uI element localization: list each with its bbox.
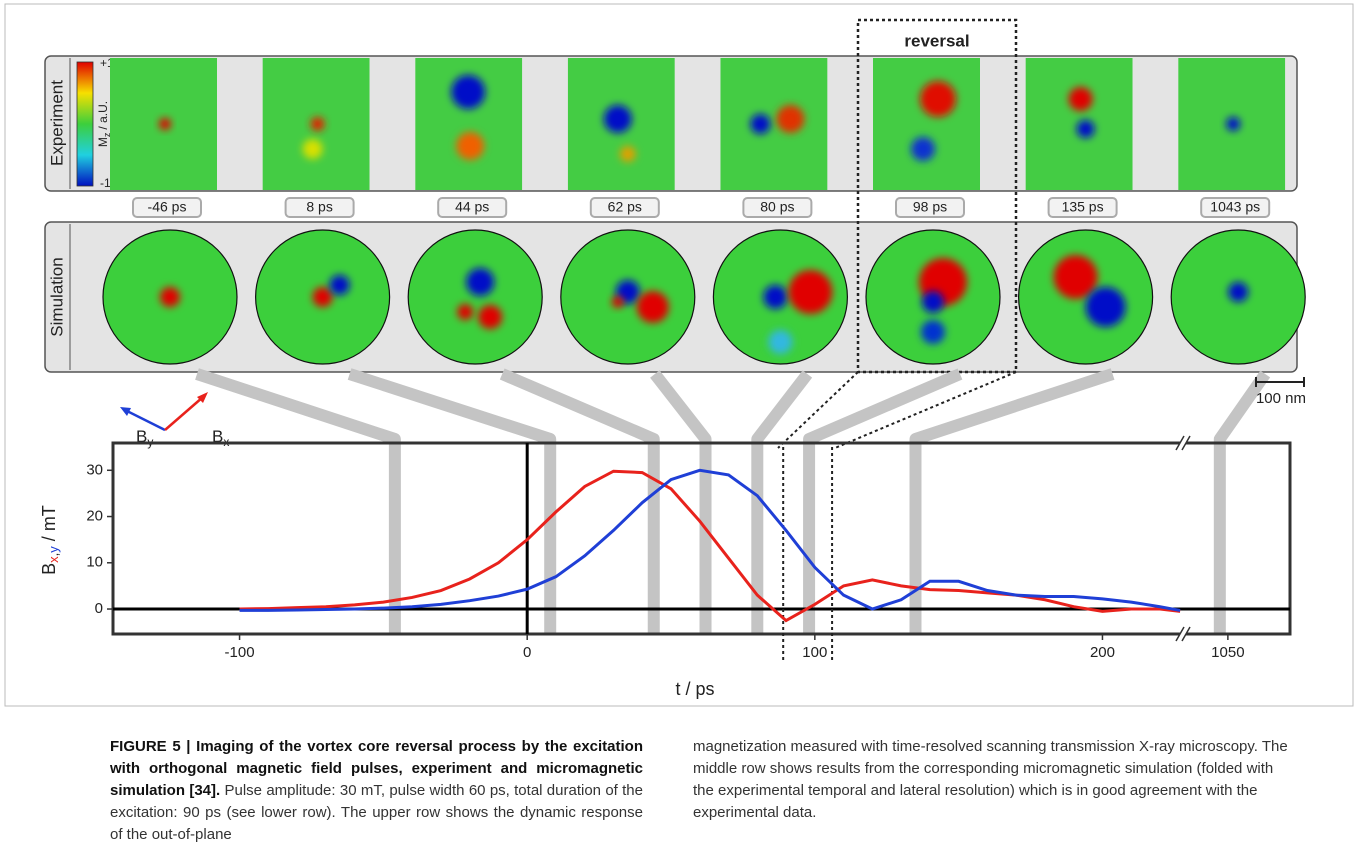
blob [768,330,792,354]
colorbar-label-base: M [96,137,110,147]
simulation-image [713,230,847,364]
x-tick-label: 1050 [1211,644,1244,661]
time-label: 44 ps [455,199,489,215]
simulation-image [1171,230,1305,364]
time-label: 135 ps [1062,199,1104,215]
blob [788,270,832,314]
blob [763,285,787,309]
time-label: 1043 ps [1210,199,1260,215]
x-tick-label: -100 [225,644,255,661]
caption-text: magnetization measured with time-resolve… [693,738,1288,821]
x-tick-label: 200 [1090,644,1115,661]
marker-bar [1220,374,1265,634]
marker-bar [350,374,551,634]
blob [620,146,636,162]
page: 100 nm reversal ExperimentSimulation+1-1… [0,0,1358,862]
caption-left: FIGURE 5 | Imaging of the vortex core re… [110,736,643,846]
blob [466,268,494,296]
y-label-sub-y: y [46,546,61,553]
bx-arrow [165,397,203,430]
row-label: Simulation [47,257,66,336]
blob [604,105,632,133]
figure: 100 nm reversal ExperimentSimulation+1-1… [0,0,1358,720]
blob [451,75,485,109]
marker-bar [655,374,706,634]
blob [1077,120,1095,138]
y-label-base: B [39,563,59,575]
blob [456,132,484,160]
reversal-label: reversal [904,31,969,50]
field-axis-label: Bx [212,427,229,449]
blob [311,117,325,131]
blob [1086,287,1126,327]
y-tick-label: 20 [86,508,103,525]
connectors [197,374,1265,634]
simulation-image [408,230,542,364]
colorbar-min: -1 [100,176,111,190]
image-bg [720,58,827,190]
simulation-image [561,230,695,364]
y-tick-label: 10 [86,554,103,571]
blob [160,287,180,307]
colorbar [77,62,93,186]
row-label: Experiment [47,80,66,166]
caption-ref: 34 [194,782,211,799]
x-tick-label: 0 [523,644,531,661]
blob [922,291,944,313]
marker-bar [502,374,654,634]
caption-right: magnetization measured with time-resolve… [693,736,1297,824]
simulation-image [866,230,1000,364]
marker-bar [197,374,395,634]
time-label: 8 ps [306,199,332,215]
blob [920,81,956,117]
time-label: 98 ps [913,199,947,215]
disk-bg [1019,230,1153,364]
blob [776,105,804,133]
simulation-image [1019,230,1153,364]
blob [1228,282,1248,302]
time-label: 62 ps [608,199,642,215]
blob [612,296,624,308]
time-label: 80 ps [760,199,794,215]
image-bg [873,58,980,190]
blob [457,304,473,320]
blob [159,118,171,130]
field-axis-label: By [136,427,153,449]
caption-bold: ]. [211,782,220,799]
blob [478,305,502,329]
blob [1054,255,1098,299]
simulation-image [256,230,390,364]
y-tick-label: 30 [86,461,103,478]
y-tick-label: 0 [95,600,103,617]
y-axis-label: Bx,y/ mT [39,505,62,575]
colorbar-label-unit: / a.U. [96,101,110,130]
x-axis-label: t / ps [675,679,714,699]
blob [911,137,935,161]
x-tick-label: 100 [802,644,827,661]
scale-bar-label: 100 nm [1256,390,1306,407]
blob [1069,87,1093,111]
blob [313,287,333,307]
disk-bg [408,230,542,364]
blob [303,139,323,159]
time-label: -46 ps [148,199,187,215]
blob [637,291,669,323]
blob [750,114,770,134]
simulation-image [103,230,237,364]
y-label-unit: / mT [39,505,59,541]
blob [921,320,945,344]
blob [1226,117,1240,131]
blob [330,275,350,295]
colorbar-label: Mz/ a.U. [96,101,112,147]
